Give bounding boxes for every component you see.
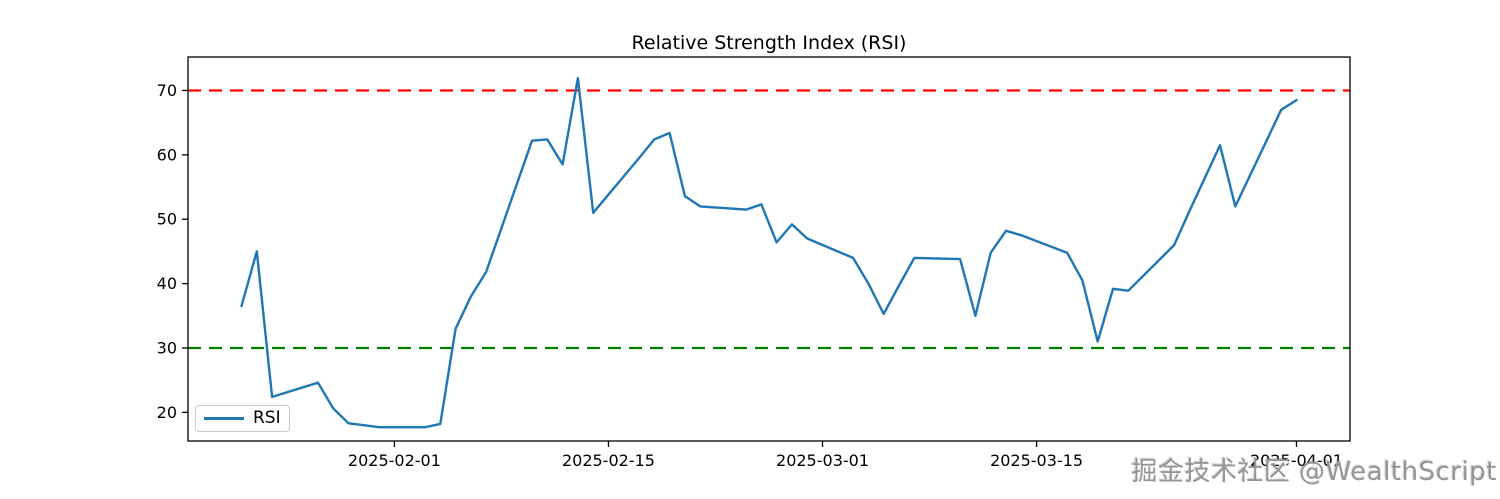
y-axis-tick-label: 30: [157, 338, 177, 357]
legend-line-sample: [204, 417, 244, 420]
y-axis-tick-label: 40: [157, 274, 177, 293]
x-axis-tick-label: 2025-02-15: [562, 451, 655, 470]
legend: RSI: [195, 405, 290, 432]
y-axis-tick-label: 70: [157, 81, 177, 100]
x-axis-tick-label: 2025-03-01: [776, 451, 869, 470]
plot-area: 2025-02-01 2025-02-15 2025-03-01 2025-03-15…: [157, 56, 1351, 470]
y-axis-tick-label: 60: [157, 145, 177, 164]
x-axis-tick-label: 2025-04-01: [1250, 451, 1343, 470]
y-axis-tick-label: 50: [157, 210, 177, 229]
plot-border: [187, 56, 1351, 442]
legend-label: RSI: [253, 408, 281, 428]
watermark: 掘金技术社区 @WealthScript: [1131, 457, 1497, 487]
y-axis-tick-label: 20: [157, 403, 177, 422]
x-axis-tick-label: 2025-03-15: [990, 451, 1083, 470]
x-axis-tick-label: 2025-02-01: [348, 451, 441, 470]
chart-title: Relative Strength Index (RSI): [632, 32, 907, 54]
rsi-line: [240, 76, 1298, 429]
